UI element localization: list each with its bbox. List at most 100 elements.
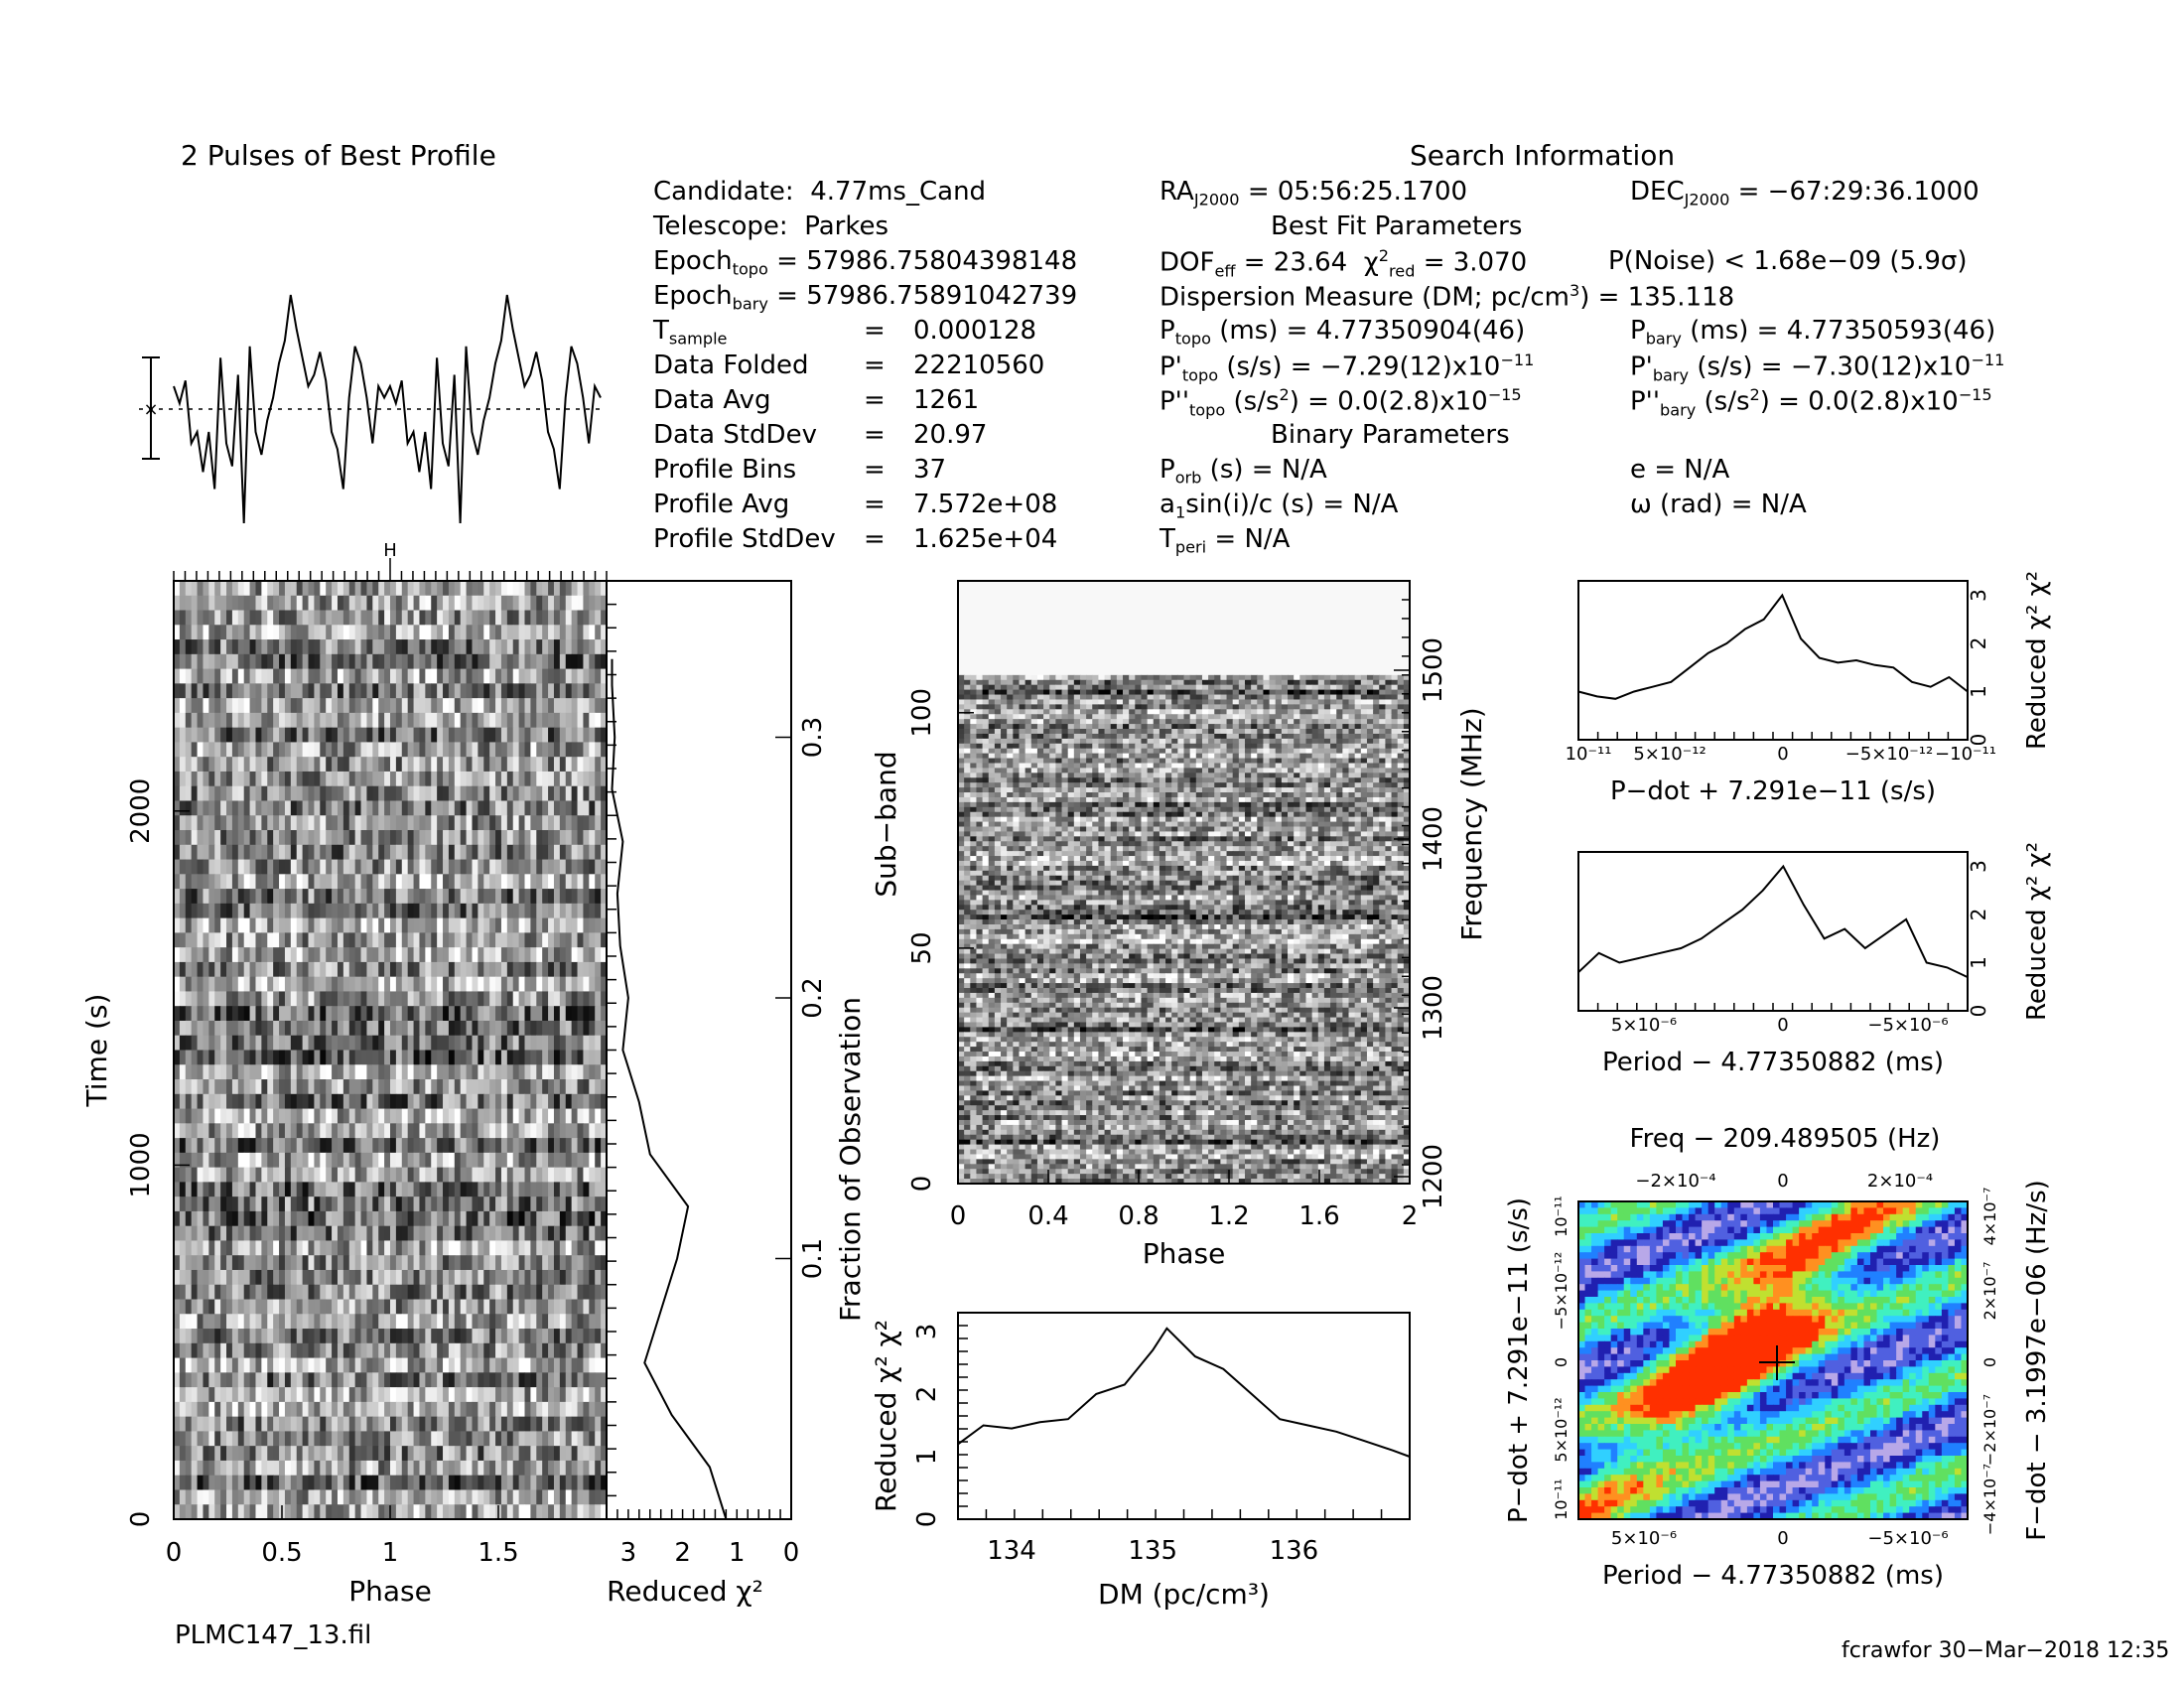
heatmap-cell (443, 1050, 450, 1065)
heatmap-cell (226, 903, 233, 919)
heatmap-cell (296, 976, 304, 993)
heatmap-cell (342, 991, 350, 1007)
heatmap-cell (302, 1314, 310, 1330)
heatmap-cell (577, 625, 585, 640)
heatmap-cell (454, 1064, 462, 1080)
heatmap-cell (536, 903, 543, 919)
heatmap-cell (220, 1314, 227, 1330)
heatmap-cell (337, 1167, 344, 1183)
heatmap-cell (255, 800, 262, 816)
heatmap-cell (419, 727, 426, 744)
heatmap-cell (454, 771, 462, 787)
heatmap-cell (279, 830, 286, 846)
heatmap-cell (589, 581, 596, 597)
heatmap-cell (553, 742, 561, 758)
heatmap-cell (518, 874, 526, 890)
heatmap-cell (559, 800, 567, 816)
heatmap-cell (512, 1093, 520, 1110)
heatmap-cell (191, 668, 199, 684)
heatmap-cell (413, 1446, 421, 1462)
heatmap-cell (559, 1401, 567, 1418)
heatmap-cell (255, 595, 262, 612)
heatmap-cell (220, 712, 227, 729)
heatmap-cell (267, 976, 274, 993)
heatmap-cell (348, 1225, 356, 1242)
heatmap-cell (314, 800, 321, 816)
heatmap-cell (448, 1050, 456, 1065)
heatmap-cell (536, 976, 543, 993)
heatmap-cell (226, 1182, 233, 1197)
heatmap-cell (249, 1064, 257, 1080)
heatmap-cell (589, 1475, 596, 1491)
heatmap-cell (197, 712, 205, 729)
heatmap-cell (425, 1489, 432, 1505)
heatmap-cell (332, 771, 339, 787)
heatmap-cell (174, 1182, 181, 1197)
heatmap-cell (478, 844, 484, 861)
heatmap-cell (261, 947, 268, 963)
heatmap-cell (483, 653, 490, 670)
heatmap-cell (454, 1387, 462, 1403)
heatmap-cell (536, 1210, 543, 1227)
heatmap-cell (214, 874, 221, 890)
heatmap-cell (366, 1064, 373, 1080)
heatmap-cell (372, 1255, 379, 1271)
heatmap-cell (466, 1387, 474, 1403)
heatmap-cell (314, 1225, 321, 1242)
heatmap-cell (512, 742, 520, 758)
heatmap-cell (214, 844, 221, 861)
heatmap-cell (443, 947, 450, 963)
heatmap-cell (366, 1475, 373, 1491)
heatmap-cell (179, 1093, 187, 1110)
heatmap-cell (302, 1182, 310, 1197)
heatmap-cell (401, 1401, 409, 1418)
heatmap-cell (354, 917, 362, 933)
heatmap-cell (332, 1357, 339, 1373)
heatmap-cell (220, 1196, 227, 1212)
heatmap-cell (419, 1225, 426, 1242)
heatmap-cell (583, 1284, 590, 1301)
heatmap-cell (443, 815, 450, 831)
heatmap-cell (384, 625, 391, 640)
heatmap-cell (589, 1240, 596, 1256)
heatmap-cell (220, 1299, 227, 1315)
heatmap-cell (191, 757, 199, 773)
heatmap-cell (332, 1489, 339, 1505)
heatmap-cell (553, 757, 561, 773)
heatmap-cell (407, 668, 415, 684)
heatmap-cell (320, 1255, 327, 1271)
heatmap-cell (542, 1446, 549, 1462)
heatmap-cell (308, 1299, 315, 1315)
heatmap-cell (506, 1314, 514, 1330)
heatmap-cell (559, 1006, 567, 1022)
heatmap-cell (466, 1504, 474, 1519)
heatmap-cell (197, 771, 205, 787)
heatmap-cell (208, 1225, 215, 1242)
heatmap-cell (220, 1460, 227, 1477)
heatmap-cell (431, 1431, 438, 1447)
heatmap-cell (308, 625, 315, 640)
heatmap-cell (378, 991, 385, 1007)
heatmap-cell (553, 800, 561, 816)
heatmap-cell (466, 1196, 474, 1212)
heatmap-cell (372, 1357, 379, 1373)
heatmap-cell (583, 595, 590, 612)
heatmap-cell (512, 1035, 520, 1052)
heatmap-cell (243, 1401, 251, 1418)
heatmap-cell (197, 1329, 205, 1344)
heatmap-cell (220, 1431, 227, 1447)
heatmap-cell (279, 1123, 286, 1139)
heatmap-cell (237, 698, 245, 714)
heatmap-cell (571, 947, 579, 963)
heatmap-cell (261, 1035, 268, 1052)
heatmap-cell (203, 1210, 209, 1227)
heatmap-cell (261, 625, 268, 640)
heatmap-cell (478, 785, 484, 802)
heatmap-cell (460, 1210, 468, 1227)
heatmap-cell (530, 1210, 537, 1227)
heatmap-cell (500, 668, 508, 684)
heatmap-cell (542, 1284, 549, 1301)
heatmap-cell (553, 874, 561, 890)
heatmap-cell (296, 595, 304, 612)
heatmap-cell (500, 874, 508, 890)
